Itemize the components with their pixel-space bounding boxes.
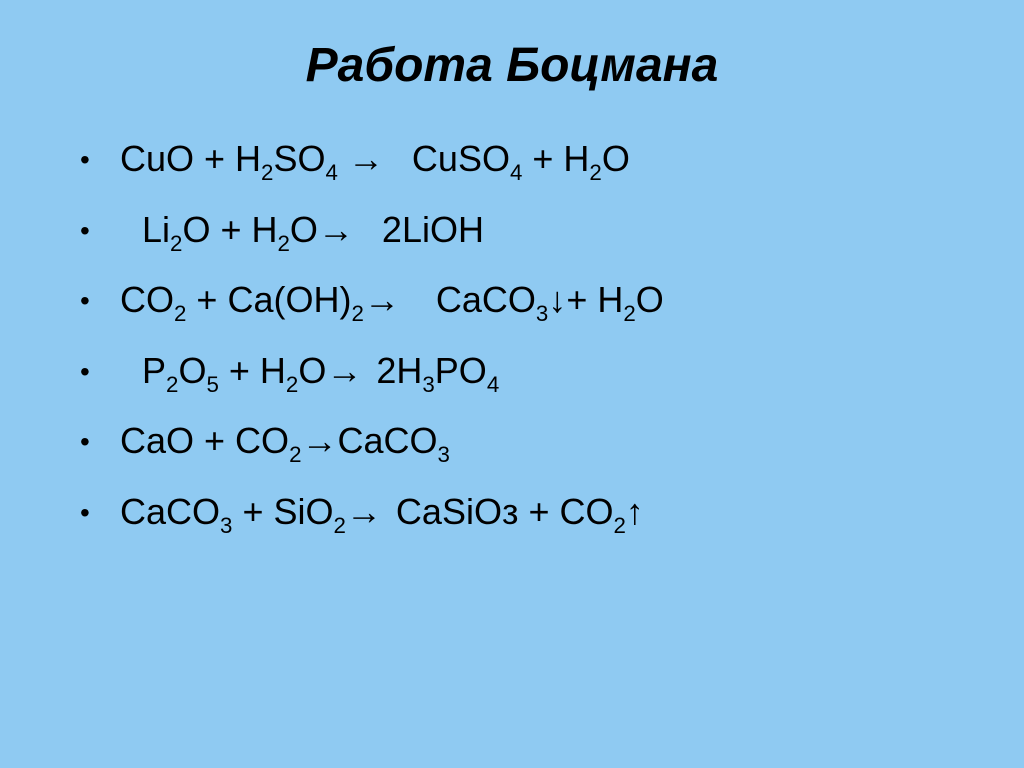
equation-row: • CaCO3 + SiO2→ CaSiOз + CO2↑ (80, 494, 1024, 537)
equation-lhs: CO2 + Ca(OH)2→ (120, 282, 400, 325)
bullet-icon: • (80, 428, 120, 456)
equation-row: • Li2O + H2O→ 2LiOH (80, 212, 1024, 255)
bullet-icon: • (80, 217, 120, 245)
equation-rhs: CaCO3↓+ H2O (436, 282, 664, 325)
equation-rhs: 2LiOH (382, 212, 484, 248)
equation-rhs: CuSO4 + H2O (412, 141, 630, 184)
equation-row: • P2O5 + H2O→ 2H3PO4 (80, 353, 1024, 396)
equation-list: • CuO + H2SO4 → CuSO4 + H2O • Li2O + H2O… (0, 141, 1024, 536)
equation-lhs: P2O5 + H2O→ (142, 353, 362, 396)
bullet-icon: • (80, 358, 120, 386)
equation-row: • CO2 + Ca(OH)2→ CaCO3↓+ H2O (80, 282, 1024, 325)
equation-lhs: CuO + H2SO4 → (120, 141, 384, 184)
slide-title: Работа Боцмана (0, 38, 1024, 93)
bullet-icon: • (80, 287, 120, 315)
equation-row: • CuO + H2SO4 → CuSO4 + H2O (80, 141, 1024, 184)
equation-rhs: CaSiOз + CO2↑ (396, 494, 644, 537)
slide: Работа Боцмана • CuO + H2SO4 → CuSO4 + H… (0, 0, 1024, 768)
bullet-icon: • (80, 146, 120, 174)
equation-rhs: 2H3PO4 (376, 353, 499, 396)
bullet-icon: • (80, 499, 120, 527)
equation-lhs: Li2O + H2O→ (142, 212, 354, 255)
equation-lhs: CaCO3 + SiO2→ (120, 494, 382, 537)
equation-row: • CaO + CO2→CaCO3 (80, 423, 1024, 466)
equation-lhs: CaO + CO2→CaCO3 (120, 423, 450, 466)
